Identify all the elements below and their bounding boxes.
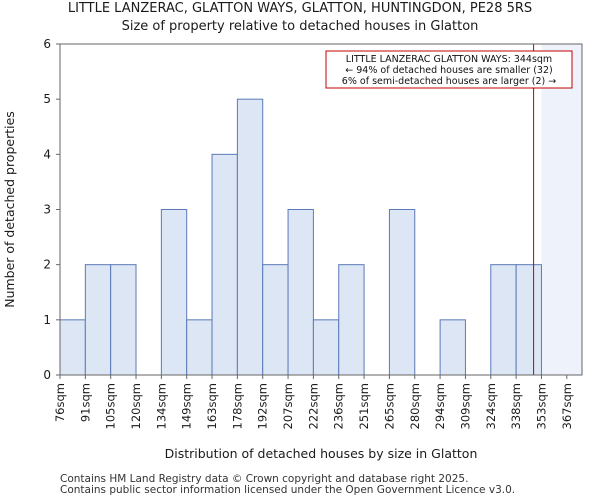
y-tick-label: 5 xyxy=(43,92,51,106)
x-tick-label: 192sqm xyxy=(256,383,270,429)
bar-134sqm xyxy=(160,209,188,376)
bar-76sqm xyxy=(59,319,86,376)
x-tick-label: 236sqm xyxy=(332,383,346,429)
bar-chart: 0 1 2 3 4 5 6 76sqm 91sqm 105sqm 120sqm 134sqm 149sq… xyxy=(2,37,583,461)
chart-subtitle: Size of property relative to detached ho… xyxy=(121,19,479,34)
x-tick-label: 338sqm xyxy=(509,383,523,429)
bar-192sqm xyxy=(262,264,289,376)
shaded-region xyxy=(541,44,582,375)
x-tick-label: 265sqm xyxy=(382,383,396,429)
x-tick-label: 367sqm xyxy=(560,383,574,429)
x-tick-label: 134sqm xyxy=(154,383,168,429)
bar-149sqm xyxy=(186,319,213,376)
x-tick-label: 149sqm xyxy=(180,383,194,429)
x-tick-label: 353sqm xyxy=(534,383,548,429)
x-tick-label: 91sqm xyxy=(78,383,92,422)
annotation-box xyxy=(325,50,573,89)
bar-207sqm xyxy=(287,209,314,376)
y-tick-label: 4 xyxy=(43,147,51,161)
x-tick-label: 294sqm xyxy=(433,383,447,429)
x-tick-label: 120sqm xyxy=(129,383,143,429)
footer-line-1: Contains HM Land Registry data © Crown c… xyxy=(60,473,469,485)
annotation-line-3: 6% of semi-detached houses are larger (2… xyxy=(342,76,556,87)
x-tick-label: 178sqm xyxy=(230,383,244,429)
x-tick-label: 105sqm xyxy=(104,383,118,429)
x-axis-label: Distribution of detached houses by size … xyxy=(165,446,478,461)
y-tick-label: 3 xyxy=(43,203,51,217)
x-tick-label: 280sqm xyxy=(408,383,422,429)
bar-236sqm xyxy=(338,264,365,376)
y-axis-label: Number of detached properties xyxy=(2,111,17,308)
bar-294sqm xyxy=(439,319,466,376)
bar-222sqm xyxy=(312,319,340,376)
x-tick-label: 309sqm xyxy=(458,383,472,429)
bar-338sqm xyxy=(515,264,542,376)
x-tick-label: 76sqm xyxy=(53,383,67,422)
bar-163sqm xyxy=(211,153,238,376)
bar-105sqm xyxy=(110,264,137,376)
x-tick-label: 163sqm xyxy=(205,383,219,429)
y-tick-label: 6 xyxy=(43,37,51,51)
bar-265sqm xyxy=(388,209,416,376)
x-tick-label: 222sqm xyxy=(306,383,320,429)
x-tick-label: 207sqm xyxy=(281,383,295,429)
chart-title: LITTLE LANZERAC, GLATTON WAYS, GLATTON, … xyxy=(67,1,533,16)
bar-178sqm xyxy=(236,98,264,376)
y-tick-label: 0 xyxy=(43,368,51,382)
bar-91sqm xyxy=(84,264,112,376)
x-tick-label: 251sqm xyxy=(357,383,371,429)
footer-line-2: Contains public sector information licen… xyxy=(60,484,516,496)
x-tick-label: 324sqm xyxy=(484,383,498,429)
annotation-line-1: LITTLE LANZERAC GLATTON WAYS: 344sqm xyxy=(346,54,552,65)
annotation-line-2: ← 94% of detached houses are smaller (32… xyxy=(345,65,552,76)
y-tick-label: 2 xyxy=(43,258,51,272)
bar-324sqm xyxy=(490,264,517,376)
y-tick-label: 1 xyxy=(43,313,51,327)
